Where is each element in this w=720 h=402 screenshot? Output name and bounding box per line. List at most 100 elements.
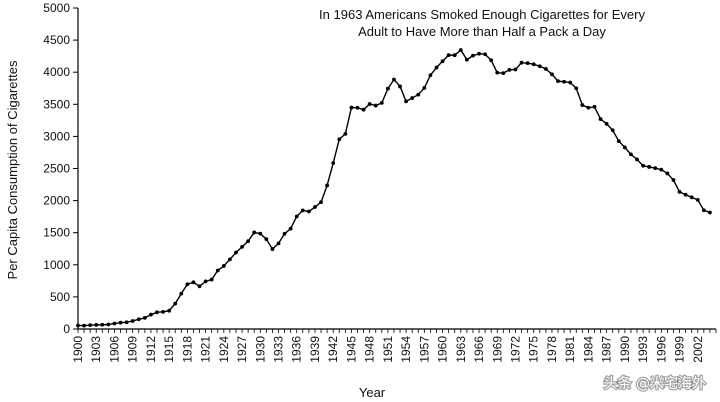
data-point — [173, 301, 178, 306]
watermark: 头条 @米宅海外 — [602, 374, 707, 394]
y-axis-ticks: 0 500 1000 1500 2000 2500 3000 3500 4000 4500 5000 — [43, 1, 78, 336]
data-point — [598, 117, 603, 121]
data-point — [562, 79, 566, 84]
x-tick-label: 1930 — [253, 336, 267, 363]
data-point — [580, 103, 585, 107]
x-tick-label: 1954 — [399, 336, 413, 363]
data-point — [191, 280, 196, 285]
x-tick-label: 1960 — [436, 336, 450, 363]
data-point — [179, 291, 184, 296]
data-point — [416, 92, 421, 97]
data-point — [392, 77, 396, 82]
data-point — [647, 165, 652, 169]
x-tick-label: 1951 — [381, 336, 395, 363]
x-axis-ticks: 1900 1903 1906 1909 1912 1915 1918 1921 1924 1927… — [71, 329, 717, 363]
data-point — [373, 103, 378, 108]
x-axis-title: Year — [359, 385, 386, 400]
y-tick-label: 3500 — [43, 97, 70, 111]
data-point — [361, 107, 366, 112]
x-tick-label: 1933 — [272, 336, 286, 363]
x-tick-label: 1963 — [454, 336, 468, 363]
data-point — [604, 121, 609, 126]
data-point — [495, 70, 500, 75]
data-point — [683, 192, 688, 197]
data-point — [118, 320, 123, 325]
data-point — [592, 104, 597, 109]
data-point — [343, 132, 348, 136]
data-point — [543, 67, 548, 71]
data-point — [440, 59, 445, 64]
data-point — [319, 200, 323, 205]
data-point — [616, 139, 621, 144]
data-point — [246, 239, 251, 244]
data-point — [349, 105, 354, 110]
data-point — [458, 48, 463, 52]
x-tick-label: 1987 — [600, 336, 614, 363]
data-point — [586, 105, 591, 110]
x-tick-label: 1984 — [581, 336, 595, 363]
x-tick-label: 1924 — [217, 336, 231, 363]
y-tick-label: 2000 — [43, 194, 70, 208]
data-point — [331, 161, 336, 165]
data-point — [94, 322, 99, 327]
data-point — [446, 53, 451, 58]
data-point — [519, 60, 524, 65]
data-point — [689, 195, 694, 200]
data-point — [574, 86, 579, 91]
data-point — [501, 71, 506, 76]
x-tick-label: 1909 — [126, 336, 140, 363]
data-point — [282, 231, 287, 236]
x-tick-label: 1978 — [545, 336, 559, 363]
data-point — [258, 231, 263, 236]
data-point — [270, 247, 275, 251]
series-consumption — [76, 48, 712, 328]
y-tick-label: 2500 — [43, 162, 70, 176]
data-point — [556, 79, 560, 84]
data-point — [653, 166, 658, 171]
data-point — [161, 309, 165, 314]
data-point — [288, 226, 293, 231]
x-tick-label: 1981 — [563, 336, 577, 363]
y-tick-label: 4000 — [43, 65, 70, 79]
data-point — [477, 51, 481, 56]
data-point — [525, 61, 530, 66]
y-tick-label: 0 — [63, 322, 70, 336]
x-tick-label: 1996 — [654, 336, 668, 363]
x-tick-label: 1993 — [636, 336, 650, 363]
data-point — [185, 282, 190, 287]
x-tick-label: 2002 — [691, 336, 705, 363]
data-point — [307, 209, 311, 214]
x-tick-label: 1936 — [290, 336, 304, 363]
data-point — [209, 277, 214, 282]
data-point — [379, 100, 384, 105]
data-point — [422, 86, 427, 90]
data-point — [294, 214, 299, 219]
watermark-text: 头条 @米宅海外 — [604, 375, 706, 392]
x-tick-label: 1945 — [344, 336, 358, 363]
x-tick-label: 1948 — [363, 336, 377, 363]
data-point — [313, 205, 317, 209]
data-point — [142, 315, 147, 320]
data-point — [234, 250, 238, 255]
data-point — [507, 67, 512, 72]
x-tick-label: 1921 — [199, 336, 213, 363]
data-point — [398, 84, 402, 89]
data-point — [629, 152, 633, 157]
data-point — [300, 208, 305, 213]
x-tick-label: 1903 — [89, 336, 103, 363]
data-point — [264, 237, 269, 242]
data-point — [367, 102, 372, 106]
chart-title-line-2: Adult to Have More than Half a Pack a Da… — [358, 24, 606, 39]
data-point — [228, 257, 232, 262]
data-point — [665, 171, 670, 176]
data-point — [701, 208, 706, 213]
chart-title-line-1: In 1963 Americans Smoked Enough Cigarett… — [319, 7, 645, 22]
data-point — [252, 230, 257, 235]
x-tick-label: 1966 — [472, 336, 486, 363]
data-point — [671, 178, 676, 182]
data-point — [410, 96, 415, 100]
data-point — [385, 86, 390, 91]
chart-title: In 1963 Americans Smoked Enough Cigarett… — [319, 7, 645, 39]
y-tick-label: 500 — [50, 290, 70, 304]
